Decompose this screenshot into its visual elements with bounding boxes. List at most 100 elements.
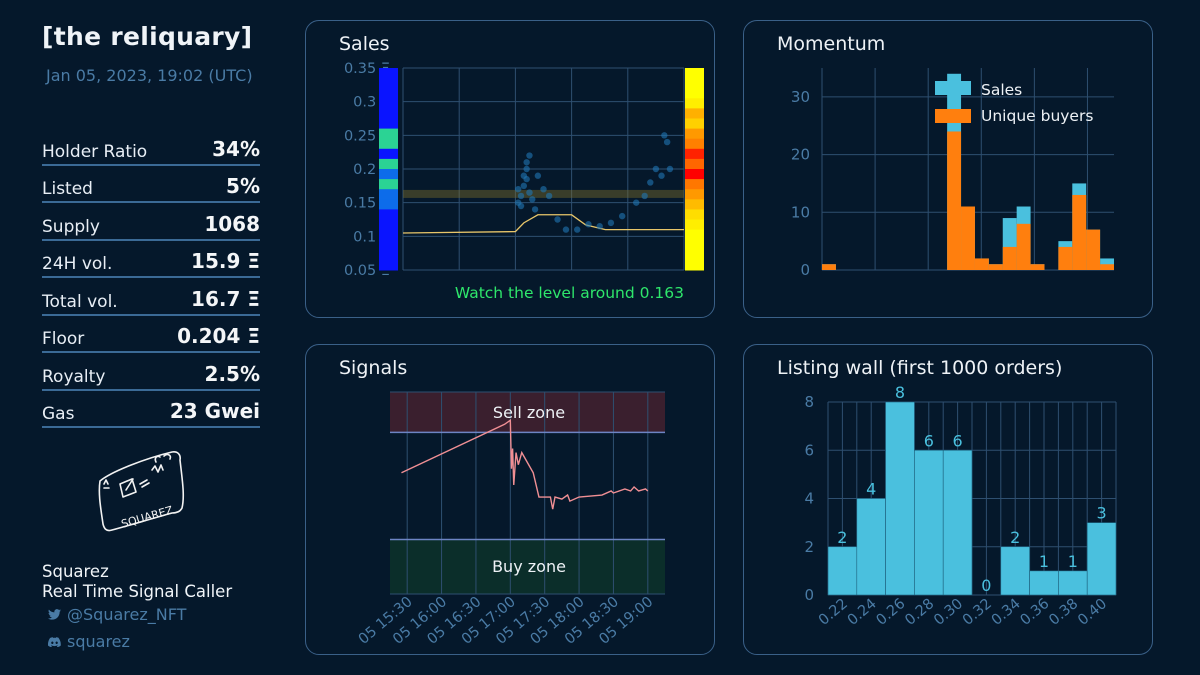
discord-icon (48, 636, 61, 647)
y-tick-label: 8 (804, 393, 814, 411)
right-heat-cell (685, 158, 704, 170)
brand-tagline: Real Time Signal Caller (42, 582, 233, 601)
stat-value: 23 Gwei (169, 399, 260, 423)
legend-label-buyers: Unique buyers (981, 107, 1093, 125)
sale-point (663, 138, 671, 146)
stat-label: Royalty (42, 366, 106, 387)
buyers-bar (961, 206, 975, 270)
brand-name: Squarez (42, 562, 109, 581)
right-heat-cell (685, 199, 704, 210)
signal-line (401, 418, 649, 510)
trend-line (402, 214, 684, 234)
stat-label: 24H vol. (42, 254, 113, 274)
discord-link[interactable]: squarez (48, 632, 130, 651)
left-heat-cell (379, 219, 398, 231)
stat-label: Listed (42, 179, 93, 199)
buyers-bar (1072, 194, 1087, 270)
listing-wall-title: Listing wall (first 1000 orders) (777, 357, 1063, 379)
right-heat-cell (685, 249, 704, 261)
x-tick-label: 0.22 (816, 596, 851, 629)
x-tick-label: 0.34 (989, 596, 1024, 629)
left-heat-cell (379, 108, 398, 119)
sidebar: [the reliquary] Jan 05, 2023, 19:02 (UTC… (0, 0, 290, 675)
sale-point (540, 186, 547, 193)
sale-point (520, 182, 528, 190)
sale-point (652, 165, 660, 173)
y-tick-label: 0.15 Ξ (344, 196, 390, 212)
right-heat-cell (685, 138, 704, 150)
listing-bar (942, 449, 973, 596)
stat-value: 1068 (204, 211, 260, 236)
stat-gas: Gas 23 Gwei (42, 393, 260, 428)
y-tick-label: 0.25 Ξ (344, 128, 390, 144)
x-tick-label: 0.38 (1046, 596, 1081, 629)
stat-total-volume: Total vol. 16.7 Ξ (42, 280, 260, 316)
stat-value: 0.204 Ξ (177, 324, 260, 348)
buy-zone-label: Buy zone (492, 557, 566, 576)
left-heat-cell (379, 88, 398, 99)
stat-value: 5% (226, 174, 260, 198)
sale-point (534, 172, 542, 179)
signals-panel: Signals Sell zone Buy zone 05 15:30 05 16:0… (305, 344, 715, 655)
left-heat-cell (379, 78, 398, 89)
stat-label: Floor (42, 329, 85, 349)
legend-label-sales: Sales (981, 81, 1022, 99)
listing-bar (914, 449, 944, 596)
right-heat-cell (685, 128, 704, 140)
sale-point (545, 192, 553, 200)
bar-value-label: 1 (1068, 552, 1078, 571)
momentum-panel: Momentum 0 10 20 30 Sales Unique buyers (743, 20, 1153, 318)
y-tick-label: 10 (791, 203, 810, 221)
twitter-icon (48, 609, 61, 620)
listing-wall-panel: Listing wall (first 1000 orders) 0 2 4 6 8 2 4… (743, 344, 1153, 655)
x-tick-label: 0.24 (845, 596, 880, 629)
left-heat-cell (379, 138, 398, 150)
right-heat-cell (685, 189, 704, 200)
buy-zone (390, 539, 665, 594)
left-heat-cell (379, 189, 398, 200)
left-heat-cell (379, 128, 398, 140)
momentum-chart: 0 10 20 30 Sales Unique buyers (791, 68, 1114, 279)
buyers-bar (1100, 264, 1114, 270)
left-heat-cell (379, 259, 398, 271)
right-heat-cell (685, 219, 704, 231)
bar-value-label: 2 (1010, 528, 1020, 547)
footer: Squarez Real Time Signal Caller (42, 562, 232, 602)
stat-royalty: Royalty 2.5% (42, 355, 260, 391)
listing-bar (885, 401, 915, 596)
sale-point (607, 219, 615, 227)
left-heat-cell (379, 68, 398, 79)
sale-point (661, 132, 668, 139)
stat-holder-ratio: Holder Ratio 34% (42, 130, 260, 166)
sales-chart: 0.35 Ξ0.3 Ξ0.25 Ξ0.2 Ξ0.15 Ξ0.1 Ξ0.05 ΞW… (344, 61, 704, 302)
left-heat-cell (379, 118, 398, 130)
right-heat-cell (685, 259, 704, 271)
y-tick-label: 2 (804, 538, 814, 556)
sales-title: Sales (339, 33, 390, 55)
bar-value-label: 6 (953, 431, 963, 450)
timestamp: Jan 05, 2023, 19:02 (UTC) (46, 66, 253, 85)
sale-point (658, 172, 665, 179)
stat-label: Supply (42, 216, 100, 237)
sale-point (641, 192, 648, 200)
listing-bar (1029, 570, 1059, 596)
stat-label: Total vol. (42, 291, 118, 312)
bar-value-label: 1 (1039, 552, 1049, 571)
right-heat-cell (685, 98, 704, 109)
sale-point (647, 179, 654, 186)
buyers-bar (1058, 246, 1073, 270)
y-tick-label: 0.35 Ξ (344, 61, 390, 77)
stat-value: 16.7 Ξ (191, 286, 260, 311)
sale-point (666, 165, 674, 173)
left-heat-cell (379, 199, 398, 210)
sale-point (596, 223, 603, 230)
y-tick-label: 0 (800, 261, 810, 279)
right-heat-cell (685, 209, 704, 220)
buyers-bar (1030, 264, 1045, 270)
y-tick-label: 0 (804, 586, 814, 604)
twitter-link[interactable]: @Squarez_NFT (48, 605, 186, 624)
legend-swatch-sales (935, 81, 971, 95)
listing-bar (1058, 570, 1088, 596)
level-band (403, 189, 684, 198)
buyers-bar (1086, 229, 1101, 270)
